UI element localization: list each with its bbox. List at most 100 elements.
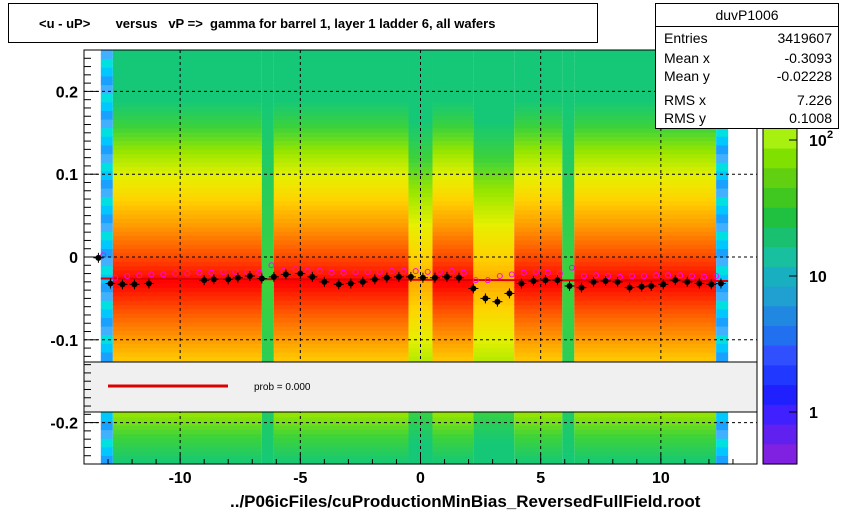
heatmap-cell bbox=[100, 235, 113, 241]
y-tick-label: -0.2 bbox=[50, 416, 78, 433]
heatmap-cell bbox=[408, 153, 433, 159]
heatmap-cell bbox=[273, 213, 409, 219]
heatmap-cell bbox=[574, 75, 717, 81]
heatmap-cell bbox=[473, 295, 515, 301]
heatmap-cell bbox=[261, 338, 274, 344]
open-marker bbox=[340, 269, 347, 276]
heatmap-cell bbox=[574, 166, 717, 172]
heatmap-cell bbox=[716, 257, 729, 262]
heatmap-cell bbox=[261, 321, 274, 327]
heatmap-cell bbox=[100, 326, 113, 331]
heatmap-cell bbox=[261, 75, 274, 81]
heatmap-cell bbox=[112, 67, 262, 73]
open-marker bbox=[556, 270, 563, 277]
heatmap-cell bbox=[473, 451, 515, 456]
heatmap-cell bbox=[562, 265, 575, 271]
heatmap-cell bbox=[100, 84, 113, 90]
heatmap-cell bbox=[100, 88, 113, 94]
profile-point bbox=[455, 274, 462, 281]
palette-swatch bbox=[763, 404, 797, 426]
heatmap-cell bbox=[562, 442, 575, 448]
heatmap-cell bbox=[112, 446, 262, 452]
heatmap-cell bbox=[574, 351, 717, 357]
heatmap-cell bbox=[261, 93, 274, 99]
heatmap-cell bbox=[273, 338, 409, 344]
heatmap-cell bbox=[562, 226, 575, 232]
heatmap-cell bbox=[473, 291, 515, 297]
profile-point bbox=[282, 271, 289, 278]
heatmap-cell bbox=[112, 71, 262, 77]
heatmap-cell bbox=[473, 50, 515, 55]
heatmap-cell bbox=[562, 166, 575, 172]
profile-point bbox=[371, 276, 378, 283]
heatmap-cell bbox=[562, 356, 575, 362]
open-marker bbox=[641, 273, 648, 280]
heatmap-cell bbox=[716, 442, 729, 448]
heatmap-cell bbox=[473, 149, 515, 155]
palette-swatch bbox=[763, 168, 797, 189]
heatmap-cell bbox=[716, 313, 729, 318]
heatmap-cell bbox=[112, 166, 262, 172]
heatmap-cell bbox=[408, 412, 433, 418]
stats-key: RMS y bbox=[664, 110, 706, 126]
heatmap-cell bbox=[716, 433, 729, 439]
profile-point bbox=[131, 281, 138, 288]
heatmap-cell bbox=[408, 429, 433, 435]
heatmap-cell bbox=[432, 162, 474, 168]
heatmap-cell bbox=[408, 317, 433, 323]
heatmap-cell bbox=[408, 119, 433, 124]
heatmap-cell bbox=[261, 317, 274, 323]
heatmap-cell bbox=[261, 455, 274, 461]
heatmap-cell bbox=[112, 84, 262, 90]
heatmap-cell bbox=[112, 244, 262, 249]
heatmap-cell bbox=[261, 183, 274, 189]
palette-swatch bbox=[763, 286, 797, 307]
heatmap-cell bbox=[473, 269, 515, 275]
heatmap-cell bbox=[112, 192, 262, 198]
heatmap-cell bbox=[562, 188, 575, 193]
heatmap-cell bbox=[716, 183, 729, 189]
palette-swatch bbox=[763, 247, 797, 268]
heatmap-cell bbox=[261, 153, 274, 159]
heatmap-cell bbox=[473, 446, 515, 452]
heatmap-cell bbox=[473, 101, 515, 107]
open-marker bbox=[653, 272, 660, 279]
heatmap-cell bbox=[514, 166, 563, 172]
heatmap-cell bbox=[514, 313, 563, 318]
heatmap-cell bbox=[562, 334, 575, 340]
heatmap-cell bbox=[574, 338, 717, 344]
heatmap-cell bbox=[112, 300, 262, 306]
heatmap-cell bbox=[432, 326, 474, 331]
heatmap-cell bbox=[408, 226, 433, 232]
heatmap-cell bbox=[261, 88, 274, 94]
heatmap-cell bbox=[514, 149, 563, 155]
heatmap-cell bbox=[574, 80, 717, 86]
heatmap-cell bbox=[562, 347, 575, 353]
heatmap-cell bbox=[473, 317, 515, 323]
heatmap-cell bbox=[273, 420, 409, 426]
heatmap-cell bbox=[473, 438, 515, 444]
title-box: <u - uP> versus vP => gamma for barrel 1… bbox=[8, 3, 598, 43]
heatmap-cell bbox=[574, 446, 717, 452]
profile-point bbox=[578, 284, 585, 291]
heatmap-cell bbox=[432, 416, 474, 422]
heatmap-cell bbox=[473, 192, 515, 198]
heatmap-cell bbox=[261, 291, 274, 297]
heatmap-cell bbox=[112, 442, 262, 448]
heatmap-cell bbox=[562, 416, 575, 422]
heatmap-cell bbox=[261, 330, 274, 336]
heatmap-cell bbox=[514, 110, 563, 116]
heatmap-cell bbox=[100, 144, 113, 150]
heatmap-cell bbox=[432, 144, 474, 150]
heatmap-cell bbox=[112, 278, 262, 284]
stats-value: -0.3093 bbox=[784, 50, 832, 66]
heatmap-cell bbox=[473, 330, 515, 336]
heatmap-cell bbox=[261, 175, 274, 180]
x-tick-label: -10 bbox=[169, 470, 192, 487]
heatmap-cell bbox=[112, 317, 262, 323]
heatmap-cell bbox=[473, 188, 515, 193]
heatmap-cell bbox=[514, 356, 563, 362]
heatmap-cell bbox=[261, 261, 274, 267]
heatmap-cell bbox=[100, 304, 113, 310]
